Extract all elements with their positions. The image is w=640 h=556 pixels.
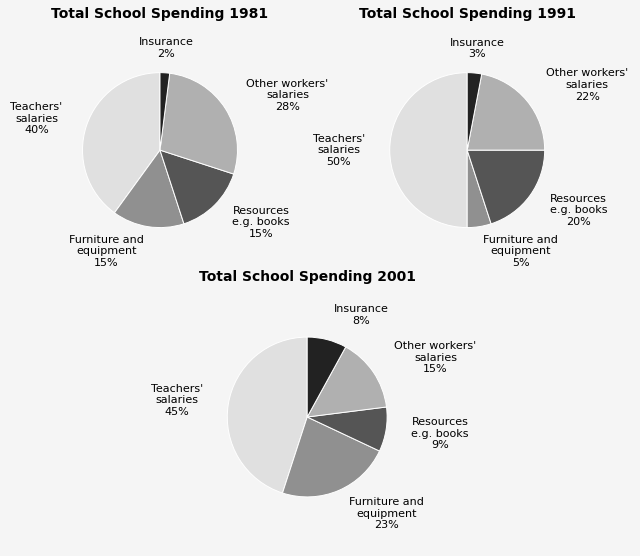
Wedge shape <box>467 150 545 224</box>
Text: Furniture and
equipment
5%: Furniture and equipment 5% <box>483 235 558 268</box>
Wedge shape <box>307 407 387 451</box>
Text: Teachers'
salaries
40%: Teachers' salaries 40% <box>10 102 63 135</box>
Wedge shape <box>390 73 467 227</box>
Wedge shape <box>282 417 380 497</box>
Text: Insurance
2%: Insurance 2% <box>139 37 194 59</box>
Title: Total School Spending 2001: Total School Spending 2001 <box>198 270 416 284</box>
Wedge shape <box>307 347 387 417</box>
Wedge shape <box>115 150 184 227</box>
Wedge shape <box>83 73 160 213</box>
Text: Insurance
8%: Insurance 8% <box>333 304 388 326</box>
Text: Other workers'
salaries
28%: Other workers' salaries 28% <box>246 79 328 112</box>
Title: Total School Spending 1991: Total School Spending 1991 <box>358 7 576 21</box>
Wedge shape <box>160 73 170 150</box>
Title: Total School Spending 1981: Total School Spending 1981 <box>51 7 269 21</box>
Wedge shape <box>467 150 491 227</box>
Text: Other workers'
salaries
15%: Other workers' salaries 15% <box>394 341 477 374</box>
Text: Insurance
3%: Insurance 3% <box>449 37 504 59</box>
Wedge shape <box>160 150 234 224</box>
Text: Teachers'
salaries
50%: Teachers' salaries 50% <box>313 133 365 167</box>
Text: Resources
e.g. books
15%: Resources e.g. books 15% <box>232 206 290 239</box>
Text: Teachers'
salaries
45%: Teachers' salaries 45% <box>151 384 203 417</box>
Text: Resources
e.g. books
9%: Resources e.g. books 9% <box>412 417 469 450</box>
Text: Other workers'
salaries
22%: Other workers' salaries 22% <box>546 68 628 102</box>
Wedge shape <box>467 74 545 150</box>
Text: Furniture and
equipment
23%: Furniture and equipment 23% <box>349 497 424 530</box>
Wedge shape <box>160 73 237 174</box>
Wedge shape <box>467 73 482 150</box>
Text: Resources
e.g. books
20%: Resources e.g. books 20% <box>550 193 607 227</box>
Text: Furniture and
equipment
15%: Furniture and equipment 15% <box>69 235 144 268</box>
Wedge shape <box>307 337 346 417</box>
Wedge shape <box>227 337 307 493</box>
